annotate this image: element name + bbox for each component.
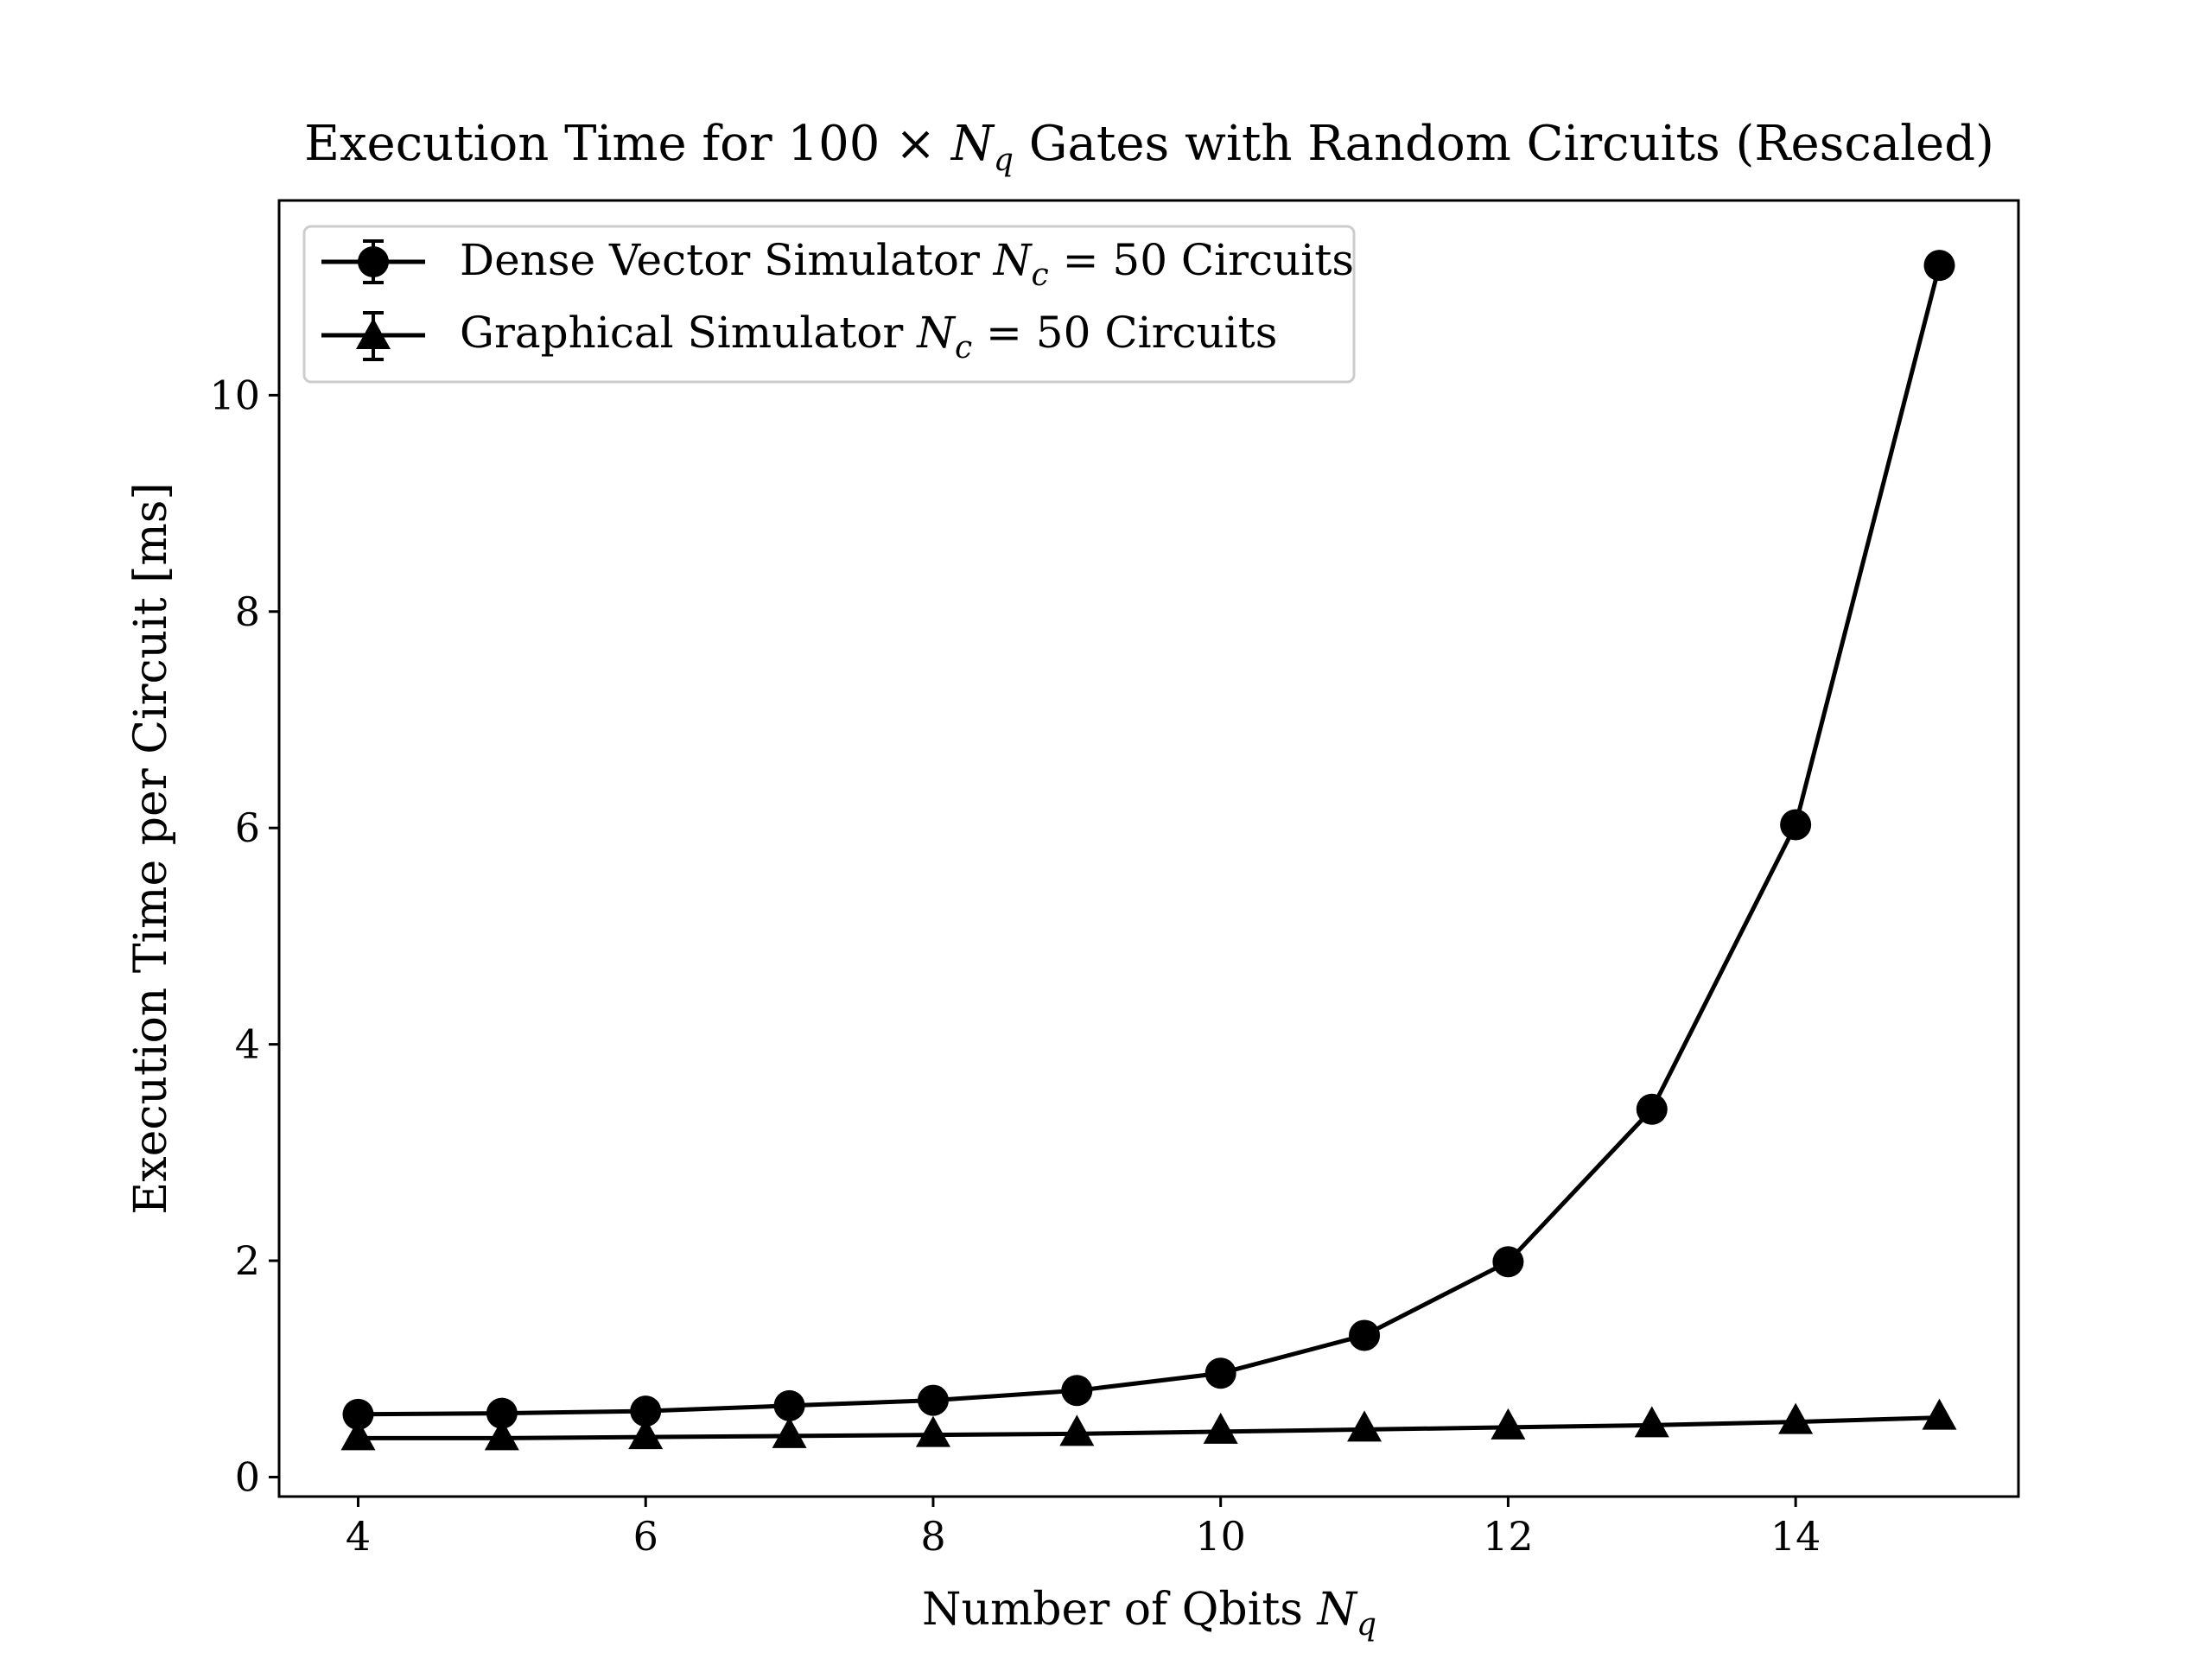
data-point-graphical (915, 1415, 950, 1447)
data-point-graphical (628, 1418, 664, 1450)
legend-label-dense: Dense Vector Simulator Nc = 50 Circuits (460, 235, 1354, 293)
y-tick-label: 4 (235, 1021, 260, 1068)
y-axis-ticks: 0 2 4 6 8 10 (209, 372, 279, 1500)
data-point-graphical (1203, 1412, 1238, 1444)
y-tick-label: 8 (235, 588, 260, 635)
data-point-graphical (484, 1419, 519, 1451)
y-tick-label: 6 (235, 804, 260, 851)
y-tick-label: 2 (235, 1237, 260, 1284)
legend-marker-dense (358, 246, 389, 277)
data-point-dense-vector (1061, 1375, 1093, 1407)
x-axis-label: Number of Qbits Nq (922, 1584, 1376, 1643)
y-tick-label: 0 (235, 1453, 260, 1500)
series-line-dense-vector (358, 264, 1942, 1417)
plot-layer (340, 250, 1957, 1451)
y-axis-label: Execution Time per Circuit [ms] (125, 482, 177, 1214)
legend: Dense Vector Simulator Nc = 50 Circuits … (302, 225, 1356, 384)
data-point-graphical (1347, 1410, 1382, 1442)
data-point-graphical (340, 1419, 376, 1451)
y-tick-label: 10 (209, 372, 260, 418)
series-line-graphical (358, 1415, 1940, 1440)
data-point-graphical (772, 1416, 807, 1448)
data-point-graphical (1491, 1408, 1526, 1440)
chart-title: Execution Time for 100 × Nq Gates with R… (304, 116, 1994, 178)
data-point-dense-vector (917, 1384, 949, 1416)
data-point-dense-vector (1205, 1357, 1236, 1389)
data-point-dense-vector (1636, 1093, 1668, 1125)
legend-box (302, 225, 1356, 384)
legend-marker-graphical (356, 318, 391, 349)
data-point-dense-vector (773, 1389, 805, 1421)
x-tick-label: 10 (1195, 1513, 1246, 1560)
data-point-dense-vector (1923, 250, 1955, 282)
x-tick-label: 6 (633, 1513, 658, 1560)
data-point-dense-vector (1492, 1246, 1524, 1278)
plot-frame (277, 199, 2020, 1498)
x-tick-label: 8 (920, 1513, 945, 1560)
x-tick-label: 4 (346, 1513, 371, 1560)
data-point-graphical (1059, 1414, 1095, 1446)
data-point-graphical (1778, 1402, 1814, 1434)
x-tick-label: 12 (1483, 1513, 1534, 1560)
data-point-dense-vector (1780, 809, 1812, 841)
legend-label-graphical: Graphical Simulator Nc = 50 Circuits (460, 308, 1277, 365)
x-axis-ticks: 4 6 8 10 12 14 (346, 1497, 1821, 1560)
data-point-dense-vector (342, 1398, 374, 1430)
data-point-graphical (1634, 1406, 1669, 1438)
x-tick-label: 14 (1770, 1513, 1821, 1560)
data-point-dense-vector (630, 1395, 662, 1427)
data-point-graphical (1922, 1398, 1957, 1430)
data-point-dense-vector (486, 1397, 518, 1429)
data-point-dense-vector (1349, 1319, 1381, 1351)
